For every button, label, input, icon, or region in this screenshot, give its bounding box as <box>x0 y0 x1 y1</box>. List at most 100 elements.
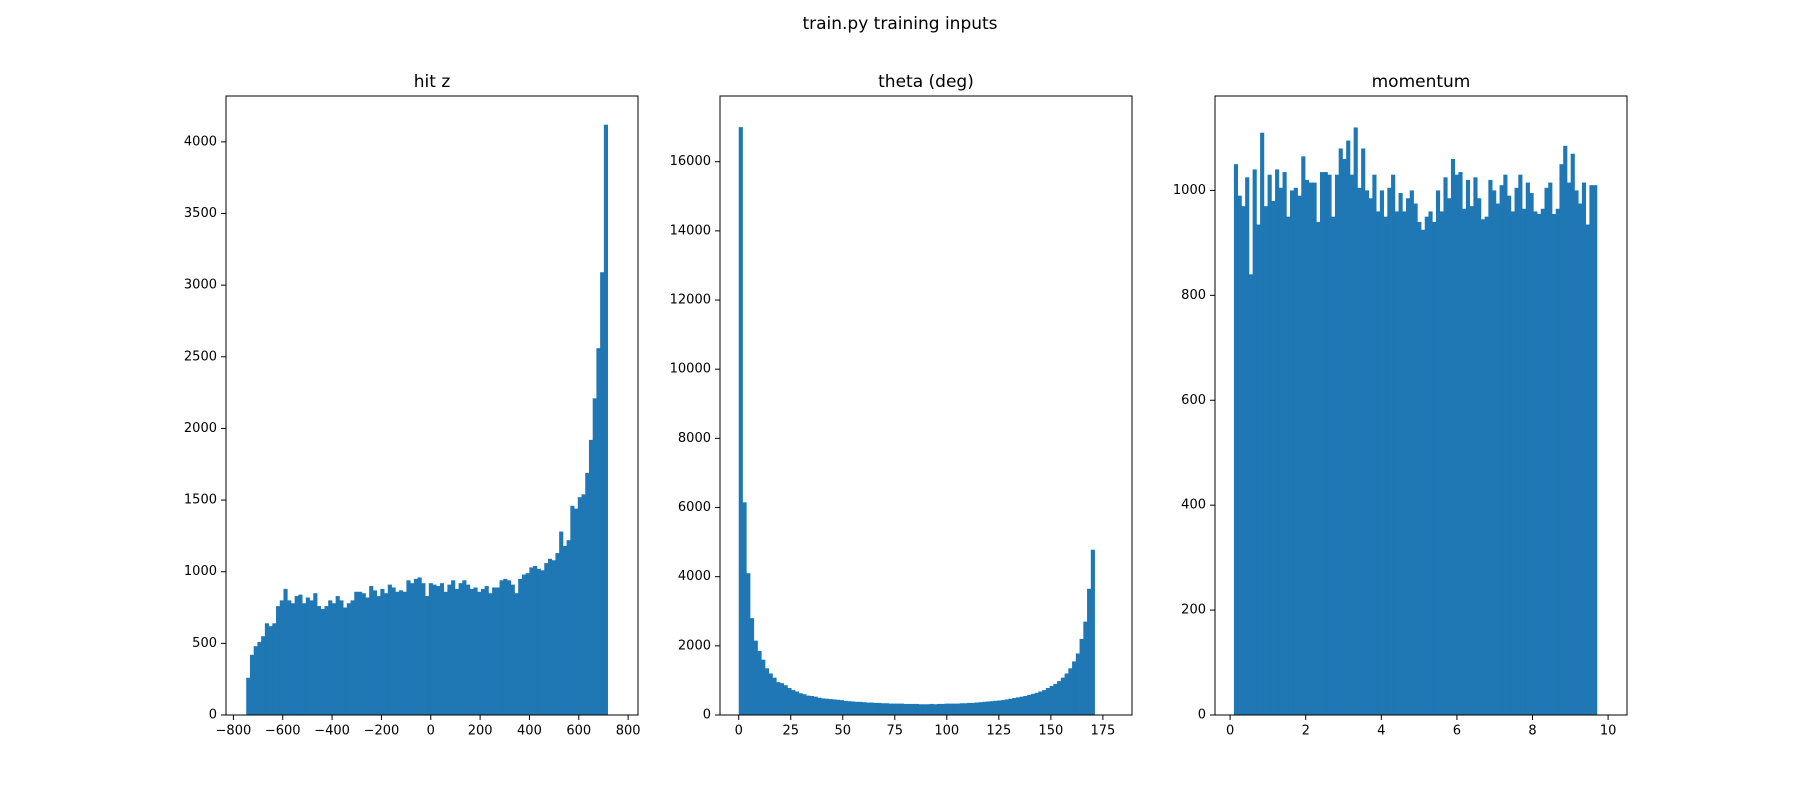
histogram-bar <box>749 618 755 715</box>
histogram-bar <box>1015 697 1021 715</box>
axes-frame <box>225 95 639 716</box>
histogram-bar <box>982 701 987 715</box>
histogram-bar <box>817 697 822 715</box>
histogram-bar <box>466 584 471 715</box>
histogram-bar <box>603 124 608 715</box>
histogram-bar <box>899 703 904 715</box>
histogram-bar <box>1480 219 1486 715</box>
axes-frame <box>1214 95 1628 716</box>
histogram-bar <box>1068 668 1073 715</box>
histogram-bar <box>1484 216 1489 715</box>
histogram-bar <box>1312 182 1317 715</box>
histogram-bar <box>746 573 751 715</box>
histogram-bar <box>1308 182 1313 715</box>
histogram-bar <box>1522 208 1527 715</box>
histogram-bar <box>1027 694 1032 715</box>
histogram-bar <box>1570 153 1575 715</box>
histogram-bar <box>257 641 262 715</box>
histogram-bar <box>380 588 385 715</box>
histogram-bar <box>794 691 800 715</box>
x-tick-label: 800 <box>616 724 641 739</box>
histogram-bar <box>1342 158 1347 715</box>
histogram-bar <box>588 439 594 715</box>
histogram-bar <box>783 685 788 715</box>
histogram-bar <box>495 587 500 715</box>
histogram-bar <box>529 567 534 715</box>
histogram-bar <box>1514 187 1519 716</box>
histogram-bar <box>1537 214 1542 715</box>
y-tick-label: 2000 <box>184 421 217 436</box>
histogram-bar <box>439 583 445 715</box>
histogram-bar <box>290 603 296 715</box>
histogram-bar <box>1357 187 1362 716</box>
histogram-bar <box>354 591 359 715</box>
histogram-bar <box>1019 696 1024 715</box>
histogram-bar <box>1023 695 1028 715</box>
histogram-bar <box>268 626 273 715</box>
histogram-bar <box>1394 211 1399 715</box>
histogram-bar <box>521 574 527 715</box>
histogram-bar <box>518 578 523 715</box>
histogram-bar <box>1305 179 1310 715</box>
histogram-bar <box>944 703 949 715</box>
histogram-bar <box>918 704 923 715</box>
histogram-bar <box>566 540 571 715</box>
y-tick-label: 0 <box>1198 708 1206 723</box>
histogram-bar <box>997 700 1002 715</box>
histogram-bar <box>264 623 269 715</box>
histogram-bar <box>1267 174 1272 715</box>
histogram-bar <box>413 578 418 715</box>
histogram-bar <box>406 580 411 715</box>
y-tick-label: 1000 <box>184 564 217 579</box>
histogram-bar <box>402 591 407 715</box>
histogram-bar <box>1064 673 1069 715</box>
histogram-bar <box>551 560 556 715</box>
histogram-bar <box>499 580 504 715</box>
histogram-bar <box>1488 179 1493 715</box>
x-tick-label: 125 <box>986 724 1011 739</box>
histogram-bar <box>989 701 994 715</box>
histogram-bar <box>1379 190 1384 716</box>
histogram-bar <box>1413 203 1418 716</box>
histogram-bar <box>1282 172 1287 715</box>
histogram-bar <box>335 596 340 715</box>
histogram-bar <box>447 584 452 715</box>
histogram-bar <box>570 505 575 715</box>
histogram-bar <box>914 703 919 715</box>
histogram-bar <box>1387 187 1392 716</box>
subplot-momentum: momentum 0 2 4 6 8 10 0 200 400 600 800 1000 <box>1173 72 1628 739</box>
histogram-bar <box>1533 211 1538 715</box>
histogram-bar <box>806 695 811 715</box>
histogram-bar <box>1293 187 1298 716</box>
histogram-bar <box>1083 621 1088 715</box>
histogram-bar <box>272 623 277 715</box>
histogram-bar <box>421 583 426 715</box>
histogram-bar <box>1364 190 1370 716</box>
histogram-bar <box>1049 685 1054 715</box>
histogram-bar <box>1008 698 1013 715</box>
histogram-bar <box>536 568 541 715</box>
histogram-bar <box>492 587 497 715</box>
histogram-bar <box>577 497 582 715</box>
histogram-bar <box>1338 148 1343 715</box>
histogram-bar <box>798 693 803 715</box>
histogram-bar <box>369 586 374 715</box>
histogram-bar <box>562 545 568 715</box>
histogram-bar <box>1079 638 1084 715</box>
histogram-bar <box>533 565 538 715</box>
y-tick-label: 0 <box>209 708 217 723</box>
histogram-bar <box>911 703 916 715</box>
histogram-bar <box>346 603 351 715</box>
histogram-bar <box>779 683 785 715</box>
histogram-bar <box>1000 700 1006 715</box>
histogram-bar <box>828 699 833 715</box>
histogram-bar <box>1087 588 1092 715</box>
histogram-bar <box>324 606 329 715</box>
histogram-bar <box>1334 174 1340 715</box>
histogram-bar <box>1256 224 1261 715</box>
histogram-bar <box>1578 203 1583 716</box>
histogram-bar <box>313 593 318 715</box>
histogram-bar <box>246 677 251 715</box>
y-tick-label: 8000 <box>678 431 711 446</box>
y-tick-label: 1500 <box>184 493 217 508</box>
